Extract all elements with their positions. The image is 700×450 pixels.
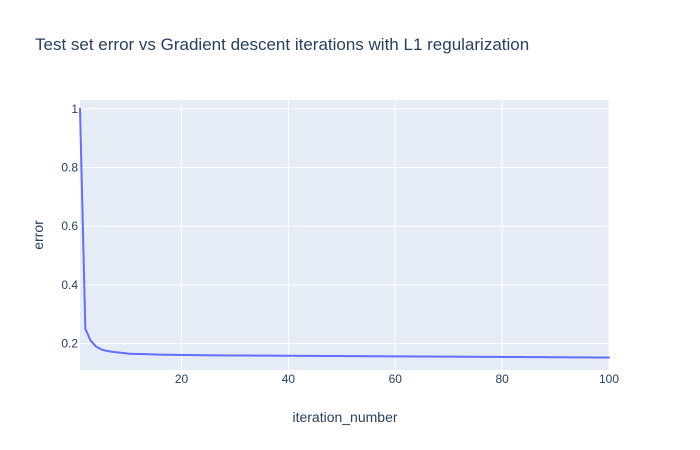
plot-background [80, 100, 609, 370]
x-tick-label: 100 [599, 372, 619, 386]
y-axis-title: error [30, 220, 46, 250]
y-tick-labels: 0.2 0.4 0.6 0.8 1 [61, 102, 78, 351]
grid-layer [80, 100, 610, 370]
x-tick-label: 80 [495, 372, 509, 386]
y-tick-label: 1 [71, 102, 78, 116]
y-tick-label: 0.2 [61, 337, 78, 351]
x-tick-label: 40 [282, 372, 296, 386]
y-tick-label: 0.4 [61, 278, 78, 292]
chart-title: Test set error vs Gradient descent itera… [35, 35, 529, 54]
y-tick-label: 0.6 [61, 219, 78, 233]
y-tick-label: 0.8 [61, 161, 78, 175]
x-tick-labels: 20 40 60 80 100 [175, 372, 619, 386]
x-axis-title: iteration_number [292, 409, 397, 425]
x-tick-label: 20 [175, 372, 189, 386]
x-tick-label: 60 [389, 372, 403, 386]
series-line[interactable] [79, 107, 610, 359]
